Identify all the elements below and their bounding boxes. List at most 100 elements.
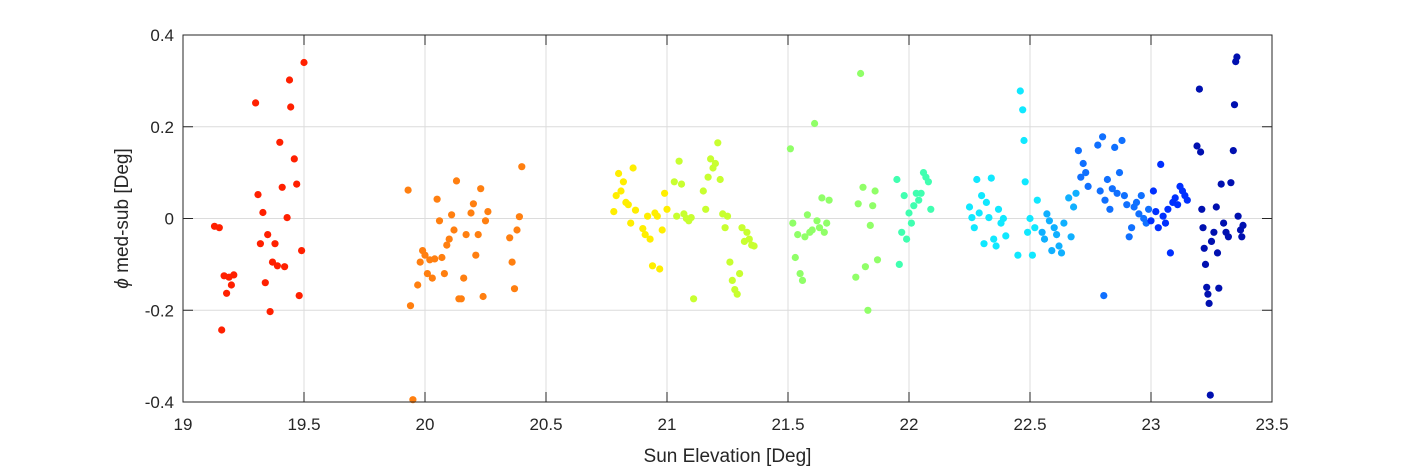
data-point — [1212, 203, 1220, 211]
data-point — [990, 235, 998, 243]
data-point — [852, 273, 860, 281]
data-point — [854, 200, 862, 208]
data-point — [631, 206, 640, 214]
data-point — [1183, 196, 1191, 204]
data-point — [924, 178, 933, 186]
data-point — [1057, 249, 1066, 257]
data-point — [506, 234, 514, 242]
x-tick-label: 23 — [1142, 415, 1161, 434]
data-point — [1113, 189, 1121, 197]
data-point — [743, 228, 751, 236]
data-point — [702, 205, 710, 213]
data-point — [895, 260, 903, 268]
data-point — [738, 224, 746, 232]
data-point — [438, 253, 446, 262]
data-point — [905, 209, 913, 217]
data-point — [1096, 187, 1104, 195]
data-point — [1103, 175, 1111, 184]
data-point — [1072, 189, 1080, 197]
data-point — [1205, 299, 1213, 307]
data-point — [1164, 205, 1172, 213]
data-point — [1147, 217, 1155, 225]
data-point — [1108, 185, 1116, 193]
data-point — [421, 251, 429, 259]
data-point — [789, 219, 797, 227]
data-point — [1197, 148, 1205, 156]
data-point — [1152, 208, 1160, 216]
data-point — [285, 76, 294, 84]
data-point — [973, 175, 981, 184]
data-point — [917, 189, 925, 197]
data-point — [1230, 101, 1239, 109]
data-point — [1026, 214, 1034, 223]
data-point — [1145, 205, 1153, 213]
data-point — [707, 155, 715, 163]
data-point — [1043, 210, 1051, 218]
x-tick-label: 21.5 — [771, 415, 804, 434]
data-point — [750, 242, 758, 250]
x-tick-label: 22.5 — [1013, 415, 1046, 434]
data-point — [1195, 85, 1203, 93]
data-point — [1077, 173, 1085, 181]
x-tick-label: 20.5 — [529, 415, 562, 434]
data-point — [661, 189, 669, 197]
data-point — [1074, 147, 1082, 155]
data-point — [227, 281, 235, 289]
data-point — [711, 159, 720, 168]
data-point — [433, 195, 441, 203]
data-point — [677, 180, 686, 188]
data-point — [687, 214, 695, 222]
data-point — [1060, 219, 1068, 227]
data-point — [675, 157, 683, 165]
data-point — [663, 205, 671, 213]
data-point — [484, 208, 492, 216]
data-point — [295, 292, 303, 300]
data-point — [1111, 143, 1119, 151]
data-point — [927, 205, 935, 213]
data-point — [1070, 203, 1078, 211]
data-point — [1024, 228, 1032, 236]
data-point — [435, 217, 444, 225]
x-tick-label: 20 — [416, 415, 435, 434]
data-point — [801, 233, 809, 241]
data-point — [472, 251, 480, 259]
data-point — [1201, 260, 1210, 268]
data-point — [624, 201, 632, 209]
data-point — [513, 226, 521, 234]
data-point — [416, 258, 424, 266]
data-point — [273, 262, 281, 270]
data-point — [658, 226, 666, 234]
data-point — [264, 231, 272, 239]
data-point — [1101, 196, 1109, 204]
data-point — [978, 192, 986, 200]
data-point — [1204, 290, 1212, 298]
data-point — [610, 208, 618, 216]
data-point — [1171, 194, 1179, 202]
data-point — [968, 214, 976, 222]
data-point — [1100, 292, 1108, 300]
data-point — [612, 192, 620, 200]
y-axis-label-symbol: ϕ — [112, 278, 133, 289]
data-point — [1040, 235, 1049, 243]
data-point — [278, 183, 286, 191]
data-point — [690, 295, 698, 303]
data-point — [907, 219, 916, 227]
data-point — [1115, 169, 1124, 177]
data-point — [1019, 106, 1027, 114]
data-point — [653, 212, 661, 220]
data-point — [1227, 179, 1235, 187]
data-point — [1055, 242, 1063, 250]
data-point — [1079, 159, 1087, 168]
data-point — [1033, 196, 1041, 204]
data-point — [648, 262, 657, 270]
data-point — [1031, 224, 1039, 232]
data-point — [431, 255, 439, 263]
data-point — [404, 186, 412, 194]
y-tick-label: 0.4 — [150, 26, 174, 45]
data-point — [1016, 87, 1024, 95]
data-point — [818, 194, 826, 202]
data-point — [915, 196, 923, 204]
data-point — [910, 202, 918, 210]
y-axis-label: ϕ med-sub [Deg] — [112, 148, 133, 288]
data-point — [673, 212, 681, 220]
